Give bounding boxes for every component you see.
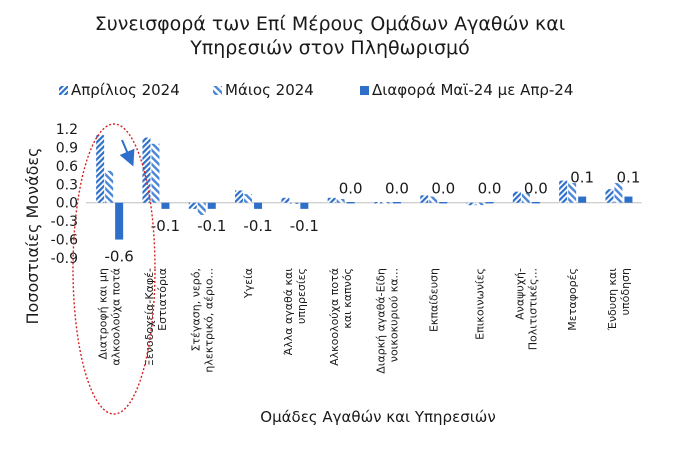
legend-label-april: Απρίλιος 2024 [71,81,180,99]
legend-swatch-may [213,86,222,95]
bar-series-1-cat-4 [290,202,299,204]
data-labels-group: -0.6 -0.1 -0.1 -0.1 -0.1 0.0 0.0 0.0 0.0 0.0 0.1 0.… [105,169,641,266]
highlight-ellipse [72,123,156,415]
bar-series-2-cat-9 [531,202,540,204]
data-label: -0.1 [197,217,226,235]
bar-series-0-cat-7 [420,195,429,203]
y-tick-label: 0.9 [56,140,78,156]
y-tick-label: -0.9 [51,251,78,267]
bar-series-1-cat-10 [568,183,577,203]
data-label: -0.1 [243,217,272,235]
bar-series-2-cat-10 [578,196,587,203]
x-tick-label: Μεταφορές [566,268,579,331]
data-label: 0.1 [617,169,641,187]
title-line-1: Συνεισφορά των Επί Μέρους Ομάδων Αγαθών … [95,13,565,35]
bar-series-0-cat-10 [559,180,568,203]
data-label: 0.0 [524,180,548,198]
data-label: -0.1 [290,217,319,235]
x-tick-label: Αλκοολούχα ποτάκαι καπνός [328,268,354,366]
bar-series-0-cat-8 [466,202,475,206]
data-label: 0.0 [478,180,502,198]
x-tick-label: Ένδυση καιυπόδηση [606,268,632,332]
data-label: 0.0 [385,180,409,198]
bar-series-1-cat-2 [197,202,206,215]
x-tick-label: Διαρκή αγαθά-Είδηνοικοκυριού κα... [374,268,400,374]
legend-swatch-diff [360,86,369,95]
legend-label-may: Μάιος 2024 [225,81,314,99]
y-tick-label: 0.3 [56,177,78,193]
y-tick-label: 0.0 [56,196,78,212]
chart-title: Συνεισφορά των Επί Μέρους Ομάδων Αγαθών … [95,13,565,59]
x-tick-label: Επικοινωνίες [474,268,487,340]
bar-series-2-cat-2 [207,202,216,209]
data-label: -0.6 [105,248,134,266]
bar-series-2-cat-0 [115,202,124,240]
bar-series-2-cat-8 [485,202,494,204]
bar-series-2-cat-7 [439,202,448,204]
bar-series-1-cat-3 [244,194,253,203]
legend-swatch-april [59,86,68,95]
bar-series-1-cat-1 [151,143,160,203]
x-tick-label: Αναψυχή-Πολιτιστικές... [513,268,539,350]
bar-series-0-cat-9 [512,191,521,203]
data-label: 0.1 [570,169,594,187]
bar-series-1-cat-11 [614,183,623,203]
y-tick-label: 1.2 [56,122,78,138]
bars-group [96,135,633,240]
x-tick-label: Άλλα αγαθά καιυπηρεσίες [282,268,308,356]
bar-series-2-cat-3 [254,202,263,209]
bar-series-1-cat-5 [336,199,345,203]
bar-series-2-cat-1 [161,202,170,209]
bar-series-2-cat-4 [300,202,309,209]
x-tick-label: Στέγαση, νερό,ηλεκτρικό, αέριο... [189,268,215,373]
data-label: 0.0 [431,180,455,198]
x-tick-label: Ξενοδοχεία-Καφέ-Εστιατόρια [143,268,169,366]
bar-series-1-cat-6 [382,202,391,204]
bar-series-0-cat-4 [281,197,290,203]
bar-series-0-cat-6 [373,202,382,204]
annotation-arrow [119,139,135,167]
bar-series-1-cat-7 [429,196,438,203]
y-axis-label: Ποσοστιαίες Μονάδες [23,148,42,325]
y-tick-label: 0.6 [56,159,78,175]
legend: Απρίλιος 2024 Μάιος 2024 Διαφορά Μαϊ-24 … [59,81,573,99]
bar-series-0-cat-5 [327,197,336,203]
legend-label-diff: Διαφορά Μαϊ-24 με Απρ-24 [372,81,573,99]
y-axis-ticks: 1.2 0.9 0.6 0.3 0.0 -0.3 -0.6 -0.9 [51,122,78,267]
x-tick-label: Εκπαίδευση [427,268,440,332]
bar-series-0-cat-0 [96,135,105,203]
x-tick-label: Υγεία [242,268,255,299]
bar-series-0-cat-3 [235,190,244,203]
bar-series-1-cat-0 [105,170,114,203]
x-tick-label: Διατροφή και μηαλκοολούχα ποτά [97,268,123,366]
bar-series-0-cat-1 [142,137,151,203]
data-label: -0.1 [151,217,180,235]
bar-series-2-cat-6 [392,202,401,204]
bar-series-1-cat-8 [475,202,484,206]
bar-series-0-cat-11 [605,189,614,203]
x-axis-label: Ομάδες Αγαθών και Υπηρεσιών [260,408,495,426]
title-line-2: Υπηρεσιών στον Πληθωρισμό [189,37,470,59]
bar-series-2-cat-5 [346,202,355,204]
y-tick-label: -0.3 [51,214,78,230]
bar-series-0-cat-2 [188,202,197,209]
x-axis-tick-labels: Διατροφή και μηαλκοολούχα ποτά Ξενοδοχεία… [97,268,632,374]
bar-series-1-cat-9 [521,192,530,203]
y-tick-label: -0.6 [51,233,78,249]
bar-series-2-cat-11 [624,196,633,203]
data-label: 0.0 [339,180,363,198]
